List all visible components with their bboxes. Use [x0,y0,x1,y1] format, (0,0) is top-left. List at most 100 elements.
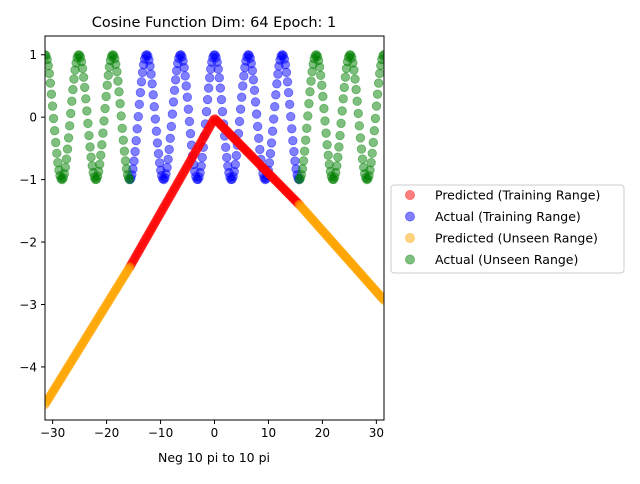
data-point [153,148,164,159]
data-point [117,123,127,133]
y-tick-label: −1 [19,173,37,187]
data-point [350,74,360,84]
data-point [168,97,179,107]
data-point [300,135,311,145]
data-point [136,77,147,87]
data-point [250,97,261,107]
series-actual-unseen-range [45,50,384,185]
data-point [202,94,213,105]
data-point [334,142,344,152]
legend-label: Actual (Training Range) [435,209,581,224]
legend-entries: Predicted (Training Range) Actual (Traini… [404,188,600,267]
data-point [368,137,378,148]
y-tick-label: −4 [19,360,37,374]
data-point [314,62,325,72]
data-point [319,103,329,114]
data-point [317,80,327,90]
data-point [286,111,296,122]
data-point [116,111,126,121]
data-point [82,106,92,116]
data-point [272,79,282,89]
data-point [152,138,163,148]
data-point [356,144,367,154]
data-point [181,81,191,91]
data-point [150,114,161,124]
data-point [216,94,227,105]
data-point [146,69,156,79]
data-point [132,124,142,134]
data-point [252,121,263,132]
data-point [231,150,242,161]
data-point [337,106,347,116]
data-point [288,135,298,146]
data-point [266,138,277,148]
data-point [282,77,293,87]
x-tick-label: −10 [148,426,173,440]
data-point [149,102,159,112]
legend-label: Actual (Unseen Range) [435,252,578,267]
data-point [323,150,333,160]
legend-marker [404,211,415,222]
data-point [148,90,158,100]
data-point [45,78,56,88]
data-point [147,79,157,89]
data-point [239,71,249,81]
data-point [287,124,297,134]
data-point [182,92,193,102]
data-point [304,98,314,109]
data-point [273,69,283,79]
y-tick-label: 0 [29,111,37,125]
data-point [197,152,207,163]
data-point [373,78,384,88]
data-point [375,68,384,79]
data-point [131,135,141,146]
data-point [83,118,93,129]
data-point [185,128,196,139]
series-predicted-unseen-range [45,199,384,410]
y-tick-label: −2 [19,236,37,250]
data-point [271,90,281,100]
x-tick-label: 20 [315,426,330,440]
legend: Predicted (Training Range) Actual (Traini… [390,184,625,274]
y-tick-label: 1 [29,48,37,62]
x-tick-label: −30 [40,426,65,440]
data-point [113,76,123,86]
plot-frame [44,35,385,421]
data-point [95,159,105,169]
y-tick-label: −3 [19,298,37,312]
data-point [332,161,342,171]
data-point [284,99,295,110]
x-tick-label: −20 [94,426,119,440]
data-point [102,80,112,90]
data-point [217,106,228,117]
data-point [67,96,77,106]
chart-title: Cosine Function Dim: 64 Epoch: 1 [92,15,337,31]
data-point [48,113,59,124]
data-point [167,109,178,119]
data-point [134,99,145,110]
legend-marker [404,254,415,265]
data-point [115,98,125,109]
data-point [298,156,309,166]
data-point [165,133,175,144]
data-point [133,111,143,122]
data-point [320,116,330,126]
data-point [283,87,294,98]
data-point [367,148,377,158]
data-point [238,81,248,91]
data-point [248,75,259,85]
data-point [66,108,76,119]
data-point [130,146,140,157]
data-point [265,148,276,159]
legend-marker [404,232,415,243]
data-point [183,104,194,114]
data-point [255,144,265,155]
series-predicted-training-range [125,114,304,272]
data-point [201,106,212,117]
data-point [166,121,177,132]
data-point [355,133,366,143]
data-point [85,142,95,152]
data-point [213,64,223,74]
